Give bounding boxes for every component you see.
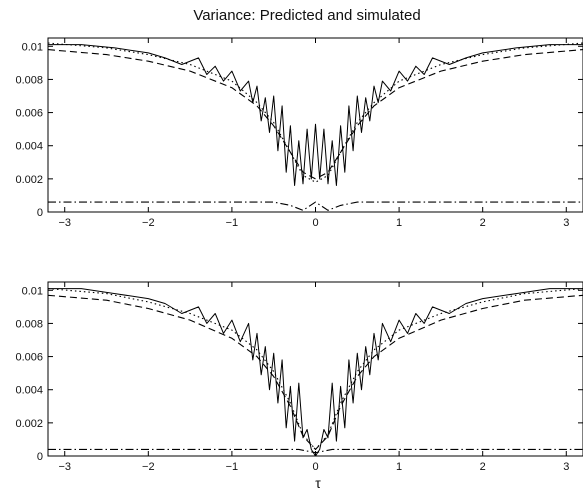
y-tick-label: 0.002 bbox=[15, 418, 43, 430]
series-line-dashed bbox=[48, 49, 583, 180]
x-tick-label: 1 bbox=[396, 217, 402, 229]
y-tick-label: 0.01 bbox=[22, 41, 43, 53]
x-tick-label: −1 bbox=[226, 461, 239, 473]
axes-frame bbox=[47, 281, 583, 457]
series-line-dotted bbox=[48, 288, 583, 450]
x-tick-label: −2 bbox=[142, 217, 155, 229]
y-tick-label: 0.004 bbox=[15, 141, 43, 153]
x-tick-label: 3 bbox=[563, 217, 569, 229]
bottom-panel: −3 −2 −1 0 1 2 3 0 0.002 0.004 0.006 0.008 0.01 bbox=[15, 281, 583, 473]
y-tick-label: 0.006 bbox=[15, 352, 43, 364]
y-tick-label: 0 bbox=[37, 451, 43, 463]
y-tick-label: 0 bbox=[37, 207, 43, 219]
x-tick-label: −3 bbox=[58, 217, 71, 229]
y-tick-label: 0.01 bbox=[22, 285, 43, 297]
series-line-dashdot bbox=[48, 448, 583, 454]
series-line-dashdot bbox=[48, 201, 583, 211]
series-line-dotted bbox=[48, 42, 583, 183]
x-tick-label: 2 bbox=[480, 217, 486, 229]
top-panel: −3 −2 −1 0 1 2 3 0 0.002 0.004 0.006 0.008 0.01 bbox=[15, 37, 583, 229]
x-tick-label: 0 bbox=[312, 217, 318, 229]
y-tick-label: 0.002 bbox=[15, 174, 43, 186]
y-tick-label: 0.004 bbox=[15, 385, 43, 397]
y-tick-label: 0.008 bbox=[15, 74, 43, 86]
x-tick-label: −1 bbox=[226, 217, 239, 229]
x-tick-label: 1 bbox=[396, 461, 402, 473]
chart-title: Variance: Predicted and simulated bbox=[193, 7, 420, 24]
series-line-solid bbox=[48, 288, 583, 456]
y-tick-label: 0.006 bbox=[15, 108, 43, 120]
x-tick-label: 3 bbox=[563, 461, 569, 473]
x-tick-label: 2 bbox=[480, 461, 486, 473]
series-line-dashed bbox=[48, 294, 583, 450]
x-tick-label: −3 bbox=[58, 461, 71, 473]
x-tick-label: −2 bbox=[142, 461, 155, 473]
y-tick-label: 0.008 bbox=[15, 318, 43, 330]
series-line-solid bbox=[48, 44, 583, 186]
x-axis-label: τ bbox=[315, 475, 321, 491]
x-tick-label: 0 bbox=[312, 461, 318, 473]
